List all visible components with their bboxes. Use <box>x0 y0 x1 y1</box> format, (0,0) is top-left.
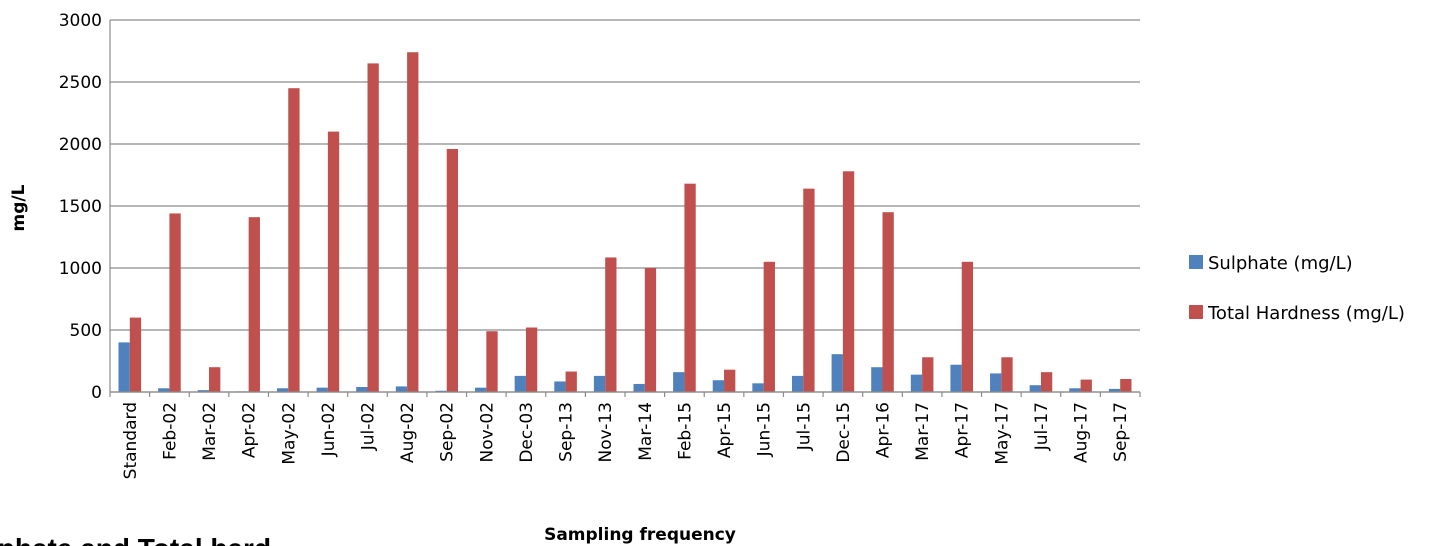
y-tick-label: 1000 <box>59 259 102 279</box>
legend-swatch <box>1189 305 1203 319</box>
x-tick-label: Jul-17 <box>1032 402 1052 451</box>
bar-total-hardness <box>525 327 538 392</box>
x-tick-label: Jul-02 <box>359 402 379 451</box>
bar-total-hardness <box>882 212 894 392</box>
x-tick-label: Mar-17 <box>913 402 933 461</box>
x-tick-label: Mar-14 <box>636 402 656 461</box>
bar-sulphate <box>356 387 368 392</box>
bar-sulphate <box>752 383 764 392</box>
bar-total-hardness <box>169 213 181 392</box>
x-tick-label: Sep-02 <box>438 402 458 462</box>
x-tick-label: Standard <box>121 402 141 479</box>
bar-sulphate <box>276 388 289 392</box>
bar-sulphate <box>990 373 1002 392</box>
x-tick-label: Dec-15 <box>834 402 854 463</box>
bar-total-hardness <box>605 257 617 392</box>
bar-total-hardness <box>1040 372 1053 392</box>
y-axis-title: mg/L <box>9 184 29 231</box>
bar-sulphate <box>554 381 566 392</box>
bar-total-hardness <box>248 217 260 392</box>
x-axis-title: Sampling frequency <box>544 525 736 545</box>
bar-total-hardness <box>288 88 300 392</box>
bar-sulphate <box>197 390 210 392</box>
bar-sulphate <box>435 390 447 392</box>
bar-sulphate <box>1029 385 1041 392</box>
bar-total-hardness <box>565 371 577 392</box>
y-tick-label: 1500 <box>59 197 102 217</box>
x-tick-label: Feb-02 <box>160 402 180 460</box>
y-tick-label: 500 <box>70 321 102 341</box>
bar-total-hardness <box>1120 378 1132 392</box>
x-tick-label: Nov-13 <box>596 402 616 463</box>
bar-total-hardness <box>1001 357 1013 392</box>
x-tick-label: Jun-02 <box>319 402 339 457</box>
bar-total-hardness <box>724 369 736 392</box>
x-tick-label: Apr-15 <box>715 402 735 458</box>
bar-total-hardness <box>922 357 934 392</box>
x-tick-label: Jun-15 <box>755 402 775 457</box>
x-tick-label: May-02 <box>279 402 299 465</box>
bar-sulphate <box>673 372 685 392</box>
bar-sulphate <box>316 387 328 392</box>
bar-sulphate <box>910 374 923 392</box>
bar-sulphate <box>118 342 130 392</box>
cut-off-caption: lphate and Total hard <box>0 533 271 546</box>
x-tick-label: Apr-16 <box>874 402 894 458</box>
bar-sulphate <box>871 367 883 392</box>
bar-total-hardness <box>486 331 498 392</box>
bars <box>118 52 1132 393</box>
bar-total-hardness <box>327 131 340 392</box>
x-tick-label: Apr-17 <box>953 402 973 458</box>
y-tick-labels: 0 500 1000 1500 2000 2500 3000 <box>59 11 102 403</box>
bar-sulphate <box>633 383 645 392</box>
x-tick-label: Dec-03 <box>517 402 537 463</box>
x-tick-label: May-17 <box>992 402 1012 465</box>
x-tick-label: Apr-02 <box>240 402 260 458</box>
bar-total-hardness <box>209 367 221 392</box>
bar-sulphate <box>950 364 962 392</box>
bar-sulphate <box>514 375 526 392</box>
bar-total-hardness <box>367 63 379 393</box>
y-tick-label: 2500 <box>59 73 102 93</box>
x-tick-label: Mar-02 <box>200 402 220 461</box>
legend-label: Sulphate (mg/L) <box>1208 253 1353 274</box>
bar-total-hardness <box>129 317 142 392</box>
x-tick-labels: Standard Feb-02 Mar-02 Apr-02 May-02 Jun-02 Ju… <box>121 402 1131 479</box>
bar-total-hardness <box>644 268 657 392</box>
y-tick-label: 3000 <box>59 11 102 31</box>
bar-total-hardness <box>961 261 974 392</box>
bar-sulphate <box>1108 388 1121 392</box>
x-tick-label: Nov-02 <box>477 402 497 463</box>
y-tick-label: 2000 <box>59 135 102 155</box>
bar-sulphate <box>791 375 804 392</box>
bar-sulphate <box>395 386 408 392</box>
x-tick-label: Aug-17 <box>1072 402 1092 463</box>
bar-total-hardness <box>684 183 696 392</box>
bar-sulphate <box>831 354 843 392</box>
legend-swatch <box>1189 255 1203 269</box>
bar-sulphate <box>712 380 725 392</box>
bar-sulphate <box>1069 388 1081 392</box>
bar-total-hardness <box>763 261 775 392</box>
bar-total-hardness <box>446 148 459 392</box>
bar-total-hardness <box>842 171 855 392</box>
x-tick-label: Aug-02 <box>398 402 418 463</box>
bar-sulphate <box>475 387 487 392</box>
axes <box>109 20 1141 397</box>
x-tick-label: Sep-17 <box>1111 402 1131 462</box>
x-tick-label: Feb-15 <box>675 402 695 460</box>
y-tick-label: 0 <box>91 383 102 403</box>
legend-label: Total Hardness (mg/L) <box>1207 303 1405 324</box>
bar-total-hardness <box>803 188 815 392</box>
bar-sulphate <box>158 388 170 392</box>
gridlines <box>110 19 1140 393</box>
bar-total-hardness <box>1080 379 1092 392</box>
bar-sulphate <box>593 375 606 392</box>
bar-total-hardness <box>407 52 419 393</box>
x-tick-label: Jul-15 <box>794 402 814 451</box>
x-tick-label: Sep-13 <box>557 402 577 462</box>
legend: Sulphate (mg/L) Total Hardness (mg/L) <box>1189 253 1405 324</box>
